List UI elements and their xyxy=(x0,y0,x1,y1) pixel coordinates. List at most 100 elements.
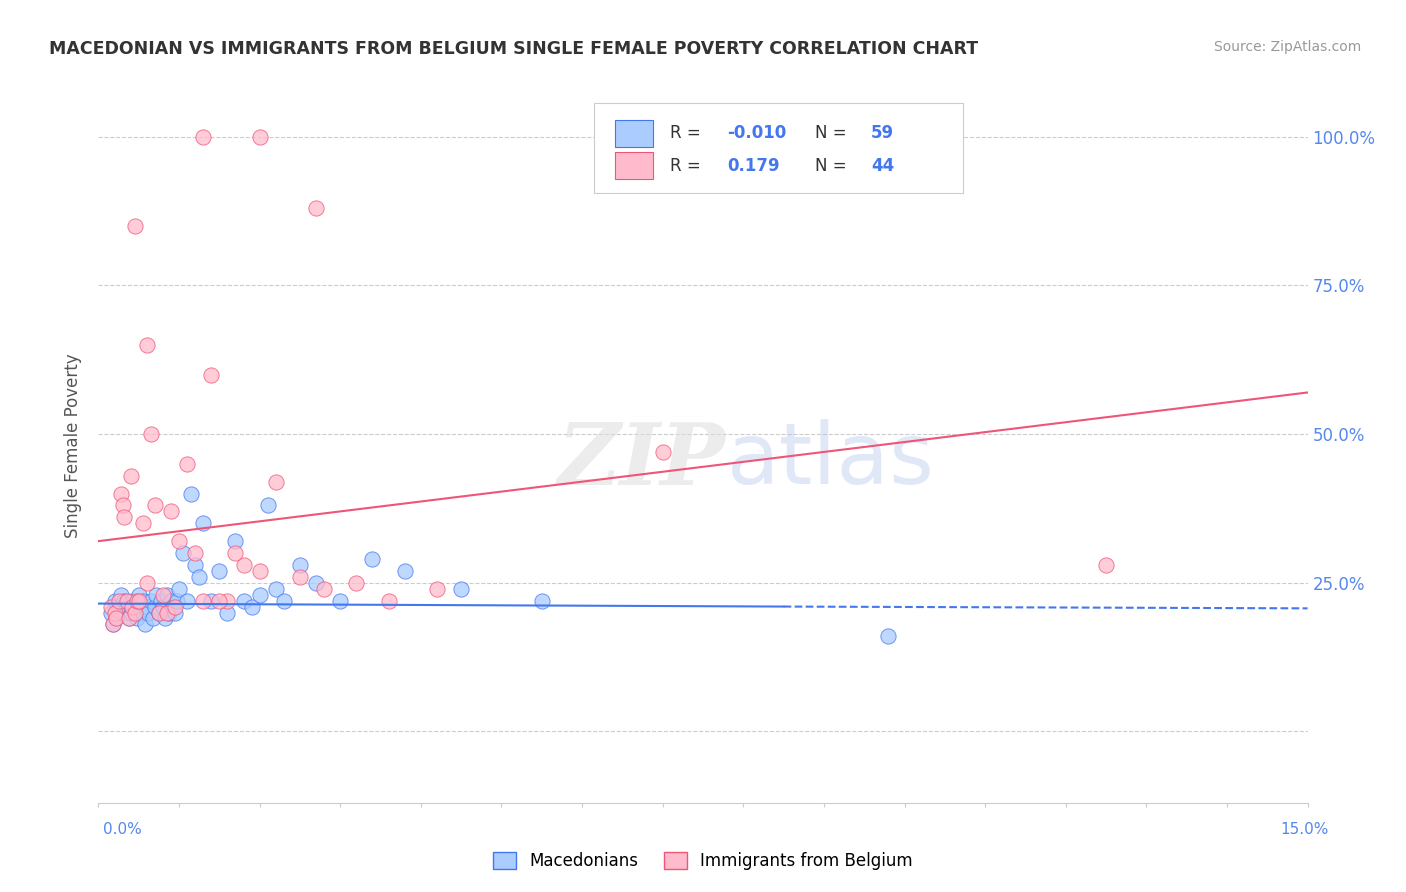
Point xyxy=(232,593,254,607)
Point xyxy=(148,606,170,620)
Point xyxy=(200,593,222,607)
Point xyxy=(450,582,472,596)
Point xyxy=(135,575,157,590)
Point xyxy=(115,599,138,614)
Point xyxy=(224,546,246,560)
Point xyxy=(143,599,166,614)
Text: -0.010: -0.010 xyxy=(727,125,786,143)
Point xyxy=(305,201,328,215)
Text: 59: 59 xyxy=(872,125,894,143)
Point xyxy=(157,606,180,620)
Point xyxy=(107,593,129,607)
Point xyxy=(217,593,239,607)
Point xyxy=(120,606,142,620)
Point xyxy=(135,338,157,352)
Point xyxy=(172,546,194,560)
Point xyxy=(1095,558,1118,572)
Point xyxy=(176,457,198,471)
Point xyxy=(163,606,186,620)
Text: MACEDONIAN VS IMMIGRANTS FROM BELGIUM SINGLE FEMALE POVERTY CORRELATION CHART: MACEDONIAN VS IMMIGRANTS FROM BELGIUM SI… xyxy=(49,40,979,58)
Point xyxy=(124,606,146,620)
Point xyxy=(121,599,143,614)
Point xyxy=(150,593,173,607)
Text: 0.0%: 0.0% xyxy=(103,822,142,837)
Point xyxy=(118,611,141,625)
Point xyxy=(361,552,384,566)
Point xyxy=(115,593,138,607)
Text: N =: N = xyxy=(815,125,846,143)
Point xyxy=(124,219,146,233)
Point xyxy=(162,599,184,614)
Point xyxy=(124,599,146,614)
Point xyxy=(256,499,278,513)
Point xyxy=(160,593,183,607)
Point xyxy=(264,582,287,596)
Text: 44: 44 xyxy=(872,157,894,175)
Point xyxy=(188,570,211,584)
Point xyxy=(121,593,143,607)
Point xyxy=(152,599,174,614)
Point xyxy=(152,588,174,602)
Point xyxy=(193,129,215,144)
Point xyxy=(100,606,122,620)
Point xyxy=(132,516,155,531)
Point xyxy=(118,611,141,625)
Point xyxy=(105,611,128,625)
Point xyxy=(143,499,166,513)
Point xyxy=(132,593,155,607)
Point xyxy=(153,611,176,625)
Point xyxy=(145,588,167,602)
Point xyxy=(156,606,179,620)
Point xyxy=(426,582,449,596)
Point xyxy=(167,582,190,596)
Point xyxy=(128,588,150,602)
Point xyxy=(112,593,135,607)
Point xyxy=(224,534,246,549)
Point xyxy=(249,588,271,602)
Text: Source: ZipAtlas.com: Source: ZipAtlas.com xyxy=(1213,40,1361,54)
Point xyxy=(139,593,162,607)
Point xyxy=(142,611,165,625)
Point xyxy=(176,593,198,607)
Point xyxy=(135,599,157,614)
Point xyxy=(208,593,231,607)
Point xyxy=(208,564,231,578)
Point xyxy=(156,588,179,602)
Point xyxy=(377,593,399,607)
Point xyxy=(128,593,150,607)
Point xyxy=(344,575,367,590)
Point xyxy=(288,570,311,584)
Point xyxy=(530,593,553,607)
Point xyxy=(180,486,202,500)
FancyBboxPatch shape xyxy=(595,103,963,193)
Legend: Macedonians, Immigrants from Belgium: Macedonians, Immigrants from Belgium xyxy=(486,845,920,877)
Point xyxy=(111,606,134,620)
Point xyxy=(200,368,222,382)
Text: 15.0%: 15.0% xyxy=(1281,822,1329,837)
Point xyxy=(232,558,254,572)
Point xyxy=(288,558,311,572)
Point xyxy=(107,599,129,614)
Point xyxy=(112,510,135,524)
Text: R =: R = xyxy=(671,157,702,175)
Point xyxy=(103,606,125,620)
Point xyxy=(129,606,152,620)
Point xyxy=(100,599,122,614)
Point xyxy=(105,611,128,625)
Point xyxy=(329,593,352,607)
Point xyxy=(305,575,328,590)
Point xyxy=(877,629,900,643)
Point xyxy=(163,599,186,614)
Point xyxy=(249,564,271,578)
Text: 0.179: 0.179 xyxy=(727,157,780,175)
Point xyxy=(193,516,215,531)
FancyBboxPatch shape xyxy=(614,120,654,147)
Point xyxy=(184,546,207,560)
Point xyxy=(120,468,142,483)
Point xyxy=(111,499,134,513)
Point xyxy=(110,588,132,602)
Point xyxy=(273,593,295,607)
Point xyxy=(110,486,132,500)
Point xyxy=(148,606,170,620)
Point xyxy=(166,593,188,607)
